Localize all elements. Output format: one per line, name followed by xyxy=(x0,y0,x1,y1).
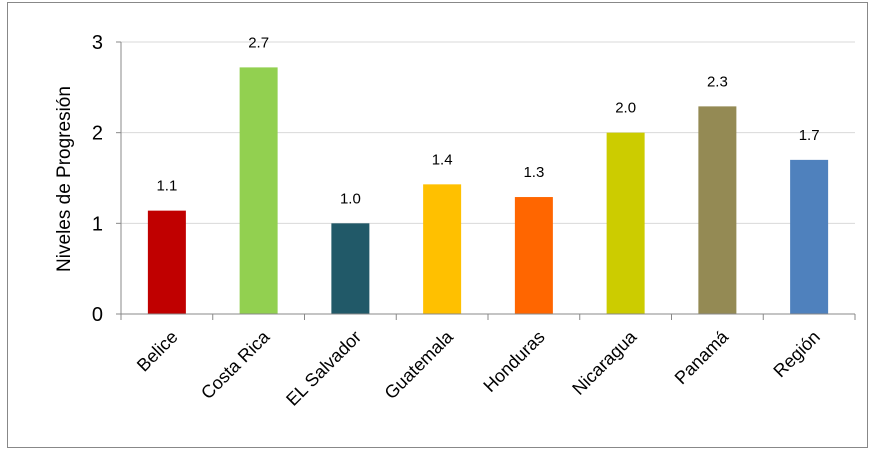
y-axis-title: Niveles de Progresión xyxy=(54,86,75,272)
bar-nicaragua xyxy=(606,132,645,314)
category-label: Guatemala xyxy=(381,326,458,403)
gridlines xyxy=(121,41,855,224)
data-label: 1.0 xyxy=(340,190,361,207)
category-label: Costa Rica xyxy=(197,326,274,403)
bar-el-salvador xyxy=(331,223,370,314)
category-label: Panamá xyxy=(671,326,733,388)
category-label: Nicaragua xyxy=(568,326,641,399)
bar-guatemala xyxy=(423,184,462,314)
bar-región xyxy=(790,159,829,314)
category-label: Belice xyxy=(133,327,182,376)
axes xyxy=(116,41,856,320)
bar-belice xyxy=(147,210,186,314)
bar-panamá xyxy=(698,106,737,314)
data-label: 2.0 xyxy=(615,100,636,117)
data-label: 2.3 xyxy=(707,73,728,90)
y-tick-label: 2 xyxy=(92,123,103,145)
data-label: 1.3 xyxy=(523,164,544,181)
y-tick-labels: 0 1 2 3 xyxy=(92,32,103,326)
y-tick-label: 3 xyxy=(92,32,103,54)
bars xyxy=(147,67,829,315)
y-tick-label: 1 xyxy=(92,213,103,235)
bar-costa-rica xyxy=(239,67,278,315)
data-labels: 1.1 2.7 1.0 1.4 1.3 2.0 2.3 1.7 xyxy=(156,34,819,207)
data-label: 1.7 xyxy=(799,127,820,144)
y-tick-label: 0 xyxy=(92,304,103,326)
category-label: EL Salvador xyxy=(282,327,365,410)
category-label: Región xyxy=(769,327,823,381)
category-labels: Belice Costa Rica EL Salvador Guatemala Hond… xyxy=(133,326,824,410)
bar-honduras xyxy=(514,197,553,314)
data-label: 1.1 xyxy=(156,178,177,195)
data-label: 1.4 xyxy=(432,151,453,168)
data-label: 2.7 xyxy=(248,34,269,51)
category-label: Honduras xyxy=(479,327,548,396)
